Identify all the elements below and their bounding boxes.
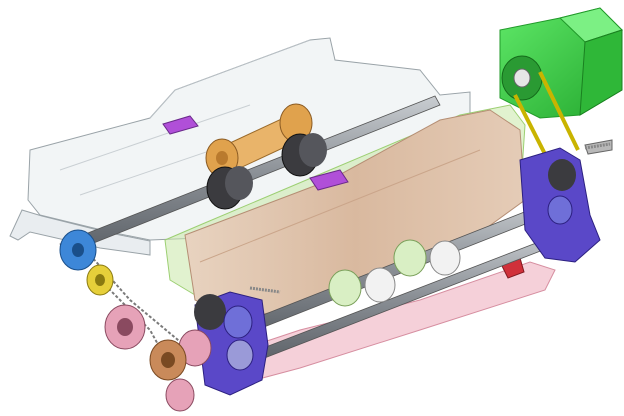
tension-springs	[249, 142, 611, 294]
pinch-rollers	[328, 239, 461, 307]
upper-black-rollers	[206, 133, 327, 210]
stepper-motor	[499, 7, 623, 119]
timing-pulleys	[59, 229, 212, 412]
right-side-bracket	[519, 139, 613, 263]
left-side-bracket	[194, 291, 269, 396]
